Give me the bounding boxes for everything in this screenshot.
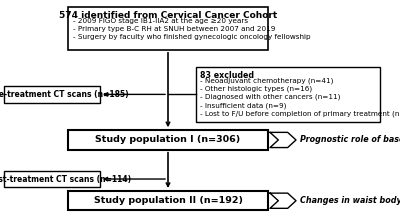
Text: No pre-treatment CT scans (n=185): No pre-treatment CT scans (n=185) (0, 90, 129, 99)
Bar (196, 67, 380, 122)
Text: - 2009 FIGO stage IB1-IIA2 at the age ≥20 years: - 2009 FIGO stage IB1-IIA2 at the age ≥2… (73, 18, 248, 24)
Text: Changes in waist body composition: Changes in waist body composition (300, 196, 400, 205)
Text: Study population I (n=306): Study population I (n=306) (95, 135, 241, 145)
Bar (4, 86, 100, 103)
Text: Prognostic role of baseline sarcopenia: Prognostic role of baseline sarcopenia (300, 135, 400, 145)
Text: - Lost to F/U before completion of primary treatment (n=6): - Lost to F/U before completion of prima… (200, 110, 400, 117)
Text: 83 excluded: 83 excluded (200, 71, 254, 79)
Text: - Neoadjuvant chemotherapy (n=41): - Neoadjuvant chemotherapy (n=41) (200, 77, 333, 84)
Text: Study population II (n=192): Study population II (n=192) (94, 196, 242, 205)
Bar (4, 171, 100, 187)
Text: No post-treatment CT scans (n=114): No post-treatment CT scans (n=114) (0, 174, 131, 184)
Text: - Diagnosed with other cancers (n=11): - Diagnosed with other cancers (n=11) (200, 94, 340, 100)
Bar (68, 130, 268, 150)
Bar (68, 191, 268, 210)
Text: - Insufficient data (n=9): - Insufficient data (n=9) (200, 102, 286, 109)
Text: - Other histologic types (n=16): - Other histologic types (n=16) (200, 86, 312, 92)
Text: - Surgery by faculty who finished gynecologic oncology fellowship: - Surgery by faculty who finished gyneco… (73, 34, 310, 40)
Bar (68, 7, 268, 50)
Polygon shape (270, 193, 296, 208)
Text: - Primary type B-C RH at SNUH between 2007 and 2019: - Primary type B-C RH at SNUH between 20… (73, 26, 275, 32)
Text: 574 identified from Cervical Cancer Cohort: 574 identified from Cervical Cancer Coho… (59, 11, 277, 20)
Polygon shape (270, 132, 296, 148)
